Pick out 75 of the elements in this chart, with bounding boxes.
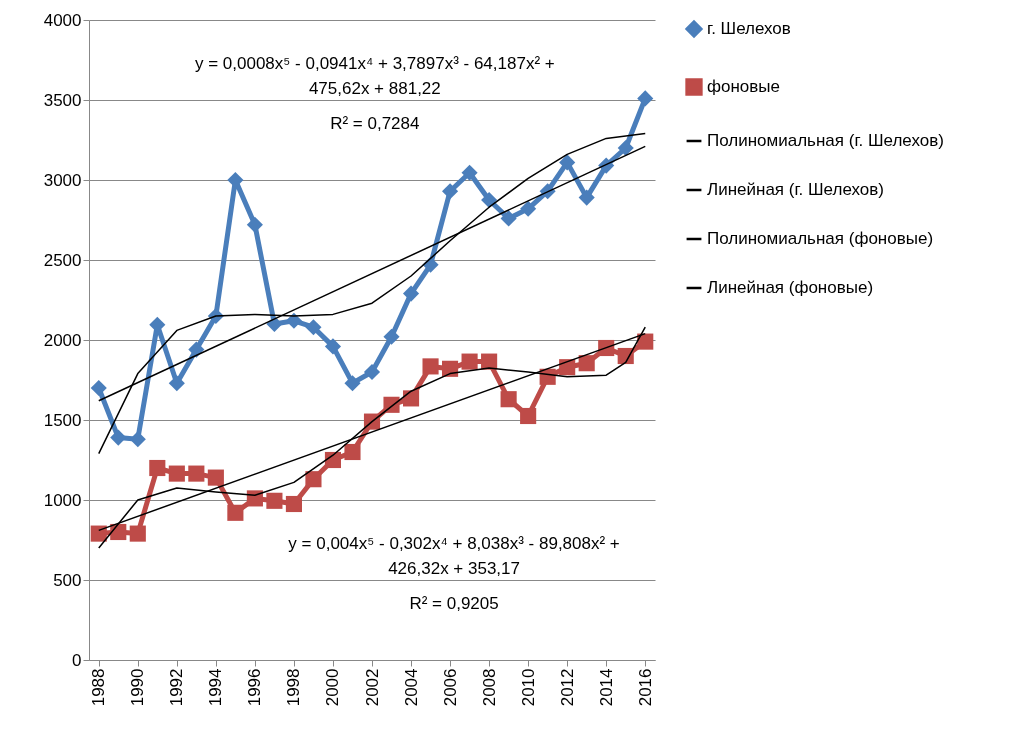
- x-tick-label: 2010: [518, 668, 538, 707]
- point: [578, 189, 595, 206]
- point: [188, 341, 205, 358]
- x-tick-label: 2006: [440, 668, 460, 707]
- legend-label: фоновые: [707, 77, 780, 96]
- annotation: R² = 0,9205: [409, 594, 499, 613]
- x-tick-label: 2008: [479, 668, 499, 707]
- point: [461, 353, 478, 370]
- legend-label: Полиномиальная (г. Шелехов): [707, 131, 944, 150]
- point: [305, 471, 322, 488]
- x-tick-label: 1998: [284, 668, 304, 707]
- point: [110, 429, 127, 446]
- point: [90, 525, 107, 542]
- line-series: [98, 132, 646, 455]
- point: [324, 338, 342, 355]
- point: [168, 465, 185, 482]
- point: [520, 407, 537, 425]
- point: [559, 154, 576, 171]
- x-tick-label: 2016: [635, 668, 655, 707]
- point: [520, 200, 537, 217]
- point: [246, 216, 263, 233]
- x-tick-label: 1994: [206, 668, 226, 707]
- y-tick-label: 3000: [43, 170, 82, 190]
- point: [266, 492, 283, 509]
- point: [168, 375, 185, 392]
- point: [402, 390, 420, 407]
- y-tick-label: 1500: [43, 410, 82, 430]
- y-tick-label: 1000: [43, 490, 82, 510]
- point: [481, 191, 498, 209]
- point: [324, 451, 342, 469]
- legend-label: Линейная (фоновые): [707, 278, 874, 297]
- point: [227, 504, 244, 521]
- annotation: R² = 0,7284: [330, 114, 420, 133]
- point: [129, 431, 146, 448]
- x-tick-label: 1992: [167, 668, 187, 707]
- y-tick-label: 2500: [43, 250, 82, 270]
- legend-label: Полиномиальная (фоновые): [707, 229, 934, 248]
- y-tick-label: 500: [53, 570, 82, 590]
- annotation: y = 0,0008x⁵ - 0,0941x⁴ + 3,7897x³ - 64,187x² + 475,62x + 881,22: [194, 54, 555, 98]
- point: [383, 328, 400, 345]
- point: [578, 355, 595, 372]
- point: [363, 363, 381, 381]
- point: [285, 495, 302, 513]
- point: [637, 333, 654, 350]
- point: [344, 443, 361, 461]
- x-tick-label: 2000: [323, 668, 343, 707]
- point: [90, 379, 107, 397]
- point: [149, 459, 166, 477]
- x-tick-label: 2012: [557, 668, 577, 707]
- point: [461, 164, 478, 181]
- y-tick-label: 2000: [43, 330, 82, 350]
- legend-label: г. Шелехов: [707, 19, 791, 38]
- point: [442, 183, 459, 200]
- point: [617, 139, 634, 157]
- legend-label: Линейная (г. Шелехов): [707, 180, 884, 199]
- point: [129, 525, 146, 542]
- x-tick-label: 1988: [89, 668, 109, 707]
- x-tick-label: 1990: [128, 668, 148, 707]
- x-tick-label: 1996: [245, 668, 265, 707]
- x-tick-label: 2014: [596, 668, 616, 707]
- point: [305, 319, 322, 336]
- point: [188, 465, 205, 482]
- y-tick-label: 3500: [43, 90, 82, 110]
- x-tick-label: 2002: [362, 668, 382, 707]
- point: [207, 469, 224, 486]
- y-tick-label: 0: [72, 650, 82, 670]
- y-tick-label: 4000: [43, 10, 82, 30]
- point: [402, 285, 420, 302]
- point: [637, 90, 654, 107]
- point: [344, 375, 361, 392]
- point: [500, 210, 517, 227]
- x-tick-label: 2004: [401, 668, 421, 707]
- point: [422, 358, 439, 375]
- annotation: y = 0,004x⁵ - 0,302x⁴ + 8,038x³ - 89,808x² + 426,32x + 353,17: [288, 534, 620, 578]
- point: [500, 391, 517, 408]
